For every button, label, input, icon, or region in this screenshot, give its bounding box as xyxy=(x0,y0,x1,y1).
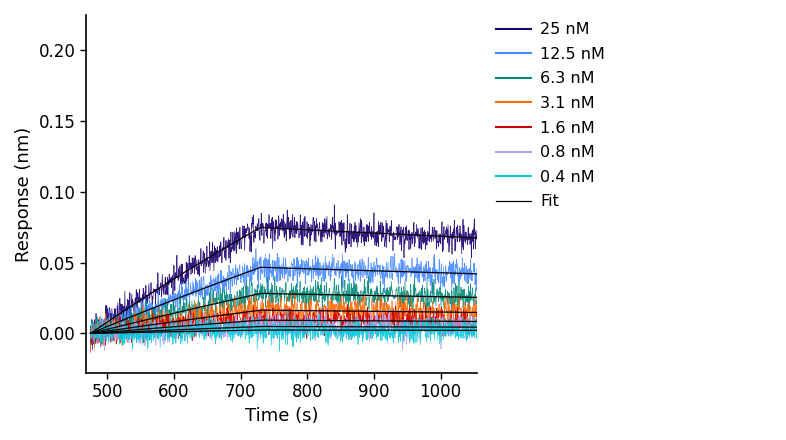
Legend: 25 nM, 12.5 nM, 6.3 nM, 3.1 nM, 1.6 nM, 0.8 nM, 0.4 nM, Fit: 25 nM, 12.5 nM, 6.3 nM, 3.1 nM, 1.6 nM, … xyxy=(489,16,612,216)
X-axis label: Time (s): Time (s) xyxy=(245,407,318,425)
Y-axis label: Response (nm): Response (nm) xyxy=(15,126,33,262)
